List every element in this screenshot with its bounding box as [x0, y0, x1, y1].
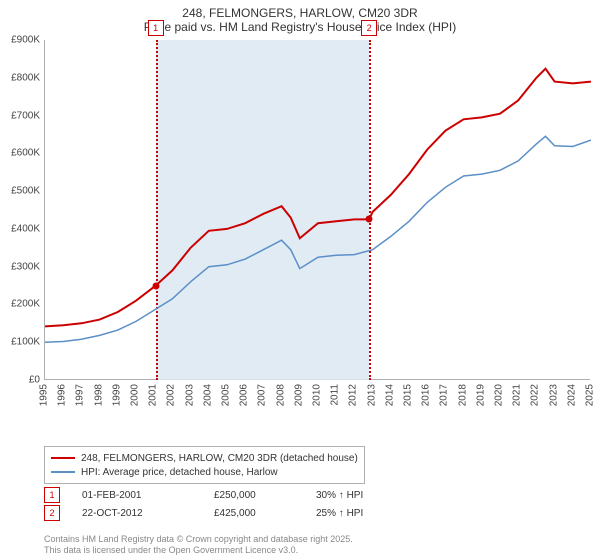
x-tick-label: 2004	[202, 384, 213, 406]
x-tick-label: 2001	[148, 384, 159, 406]
title-block: 248, FELMONGERS, HARLOW, CM20 3DR Price …	[0, 0, 600, 34]
transaction-marker: 1	[148, 20, 164, 36]
footer-line1: Contains HM Land Registry data © Crown c…	[44, 534, 353, 545]
x-tick-label: 2003	[184, 384, 195, 406]
legend-swatch	[51, 457, 75, 459]
x-tick-label: 2010	[312, 384, 323, 406]
transaction-delta: 25% ↑ HPI	[316, 508, 363, 519]
x-tick-label: 2014	[384, 384, 395, 406]
y-tick-label: £500K	[0, 186, 40, 197]
series-line	[45, 136, 591, 342]
title-subtitle: Price paid vs. HM Land Registry's House …	[0, 20, 600, 34]
legend-row: HPI: Average price, detached house, Harl…	[51, 465, 358, 479]
x-tick-label: 2023	[548, 384, 559, 406]
y-tick-label: £400K	[0, 223, 40, 234]
transaction-delta: 30% ↑ HPI	[316, 490, 363, 501]
x-tick-label: 2008	[275, 384, 286, 406]
legend-row: 248, FELMONGERS, HARLOW, CM20 3DR (detac…	[51, 451, 358, 465]
transaction-price: £250,000	[214, 490, 294, 501]
x-tick-label: 2002	[166, 384, 177, 406]
footer: Contains HM Land Registry data © Crown c…	[44, 534, 353, 556]
transaction-table: 1 01-FEB-2001 £250,000 30% ↑ HPI 2 22-OCT-201…	[44, 486, 363, 522]
x-tick-label: 2012	[348, 384, 359, 406]
legend: 248, FELMONGERS, HARLOW, CM20 3DR (detac…	[44, 446, 365, 484]
y-tick-label: £0	[0, 375, 40, 386]
x-tick-label: 2020	[494, 384, 505, 406]
y-tick-label: £800K	[0, 72, 40, 83]
x-tick-label: 2006	[239, 384, 250, 406]
transaction-row-marker: 1	[44, 487, 60, 503]
plot-area: 12	[44, 40, 590, 380]
x-tick-label: 2007	[257, 384, 268, 406]
y-tick-label: £700K	[0, 110, 40, 121]
x-tick-label: 1995	[39, 384, 50, 406]
transaction-row-marker: 2	[44, 505, 60, 521]
y-tick-label: £600K	[0, 148, 40, 159]
transaction-date: 22-OCT-2012	[82, 508, 192, 519]
x-tick-label: 2005	[221, 384, 232, 406]
y-tick-label: £900K	[0, 35, 40, 46]
transaction-date: 01-FEB-2001	[82, 490, 192, 501]
x-tick-label: 1998	[93, 384, 104, 406]
x-tick-label: 2021	[512, 384, 523, 406]
x-tick-label: 2015	[403, 384, 414, 406]
x-tick-label: 2022	[530, 384, 541, 406]
footer-line2: This data is licensed under the Open Gov…	[44, 545, 353, 556]
x-tick-label: 1999	[111, 384, 122, 406]
chart-area: 12 £0£100K£200K£300K£400K£500K£600K£700K…	[44, 40, 590, 402]
x-tick-label: 2018	[457, 384, 468, 406]
x-tick-label: 2011	[330, 384, 341, 406]
sale-point	[366, 216, 373, 223]
sale-point	[152, 282, 159, 289]
chart-container: 248, FELMONGERS, HARLOW, CM20 3DR Price …	[0, 0, 600, 560]
x-tick-label: 1997	[75, 384, 86, 406]
y-tick-label: £300K	[0, 261, 40, 272]
x-tick-label: 2017	[439, 384, 450, 406]
transaction-row: 2 22-OCT-2012 £425,000 25% ↑ HPI	[44, 504, 363, 522]
x-tick-label: 2025	[585, 384, 596, 406]
x-tick-label: 2016	[421, 384, 432, 406]
legend-swatch	[51, 471, 75, 473]
title-address: 248, FELMONGERS, HARLOW, CM20 3DR	[0, 6, 600, 20]
line-svg	[45, 40, 591, 380]
transaction-marker: 2	[361, 20, 377, 36]
x-tick-label: 2000	[130, 384, 141, 406]
x-tick-label: 2009	[293, 384, 304, 406]
x-tick-label: 2013	[366, 384, 377, 406]
x-tick-label: 2019	[475, 384, 486, 406]
transaction-row: 1 01-FEB-2001 £250,000 30% ↑ HPI	[44, 486, 363, 504]
transaction-price: £425,000	[214, 508, 294, 519]
x-tick-label: 1996	[57, 384, 68, 406]
y-tick-label: £100K	[0, 337, 40, 348]
x-tick-label: 2024	[566, 384, 577, 406]
legend-label: 248, FELMONGERS, HARLOW, CM20 3DR (detac…	[81, 453, 358, 464]
series-line	[45, 69, 591, 327]
legend-label: HPI: Average price, detached house, Harl…	[81, 467, 278, 478]
y-tick-label: £200K	[0, 299, 40, 310]
